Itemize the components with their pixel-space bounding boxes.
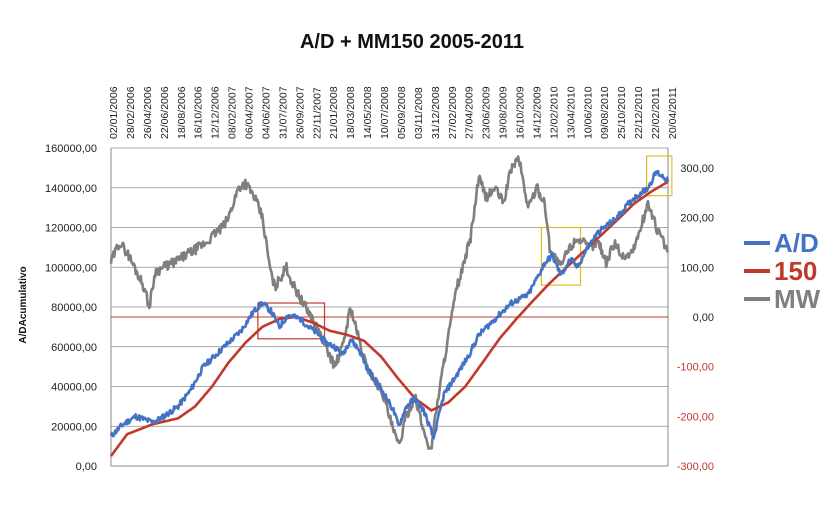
x-tick-label: 03/11/2008 bbox=[413, 87, 425, 139]
x-tick-label: 12/02/2010 bbox=[548, 86, 560, 139]
x-axis: 02/01/2006 28/02/2006 26/04/2006 22/06/2006… bbox=[108, 86, 679, 139]
plot-series bbox=[109, 155, 670, 457]
y2-tick-label: -100,00 bbox=[677, 362, 714, 374]
y2-tick-label: -200,00 bbox=[677, 411, 714, 423]
y-tick-label: 80000,00 bbox=[51, 302, 97, 314]
y-tick-label: 160000,00 bbox=[45, 143, 97, 155]
x-tick-label: 26/04/2006 bbox=[142, 86, 154, 139]
x-tick-label: 27/02/2009 bbox=[447, 86, 459, 139]
right-axis: -300,00 -200,00 -100,00 0,00 100,00 200,00 300… bbox=[677, 163, 714, 473]
y2-tick-label: 100,00 bbox=[680, 262, 714, 274]
x-tick-label: 28/02/2006 bbox=[125, 86, 137, 139]
x-tick-label: 26/09/2007 bbox=[294, 86, 306, 139]
x-tick-label: 14/05/2008 bbox=[362, 86, 374, 139]
legend-label: A/D bbox=[774, 228, 819, 258]
x-tick-label: 14/12/2009 bbox=[532, 86, 544, 139]
x-tick-label: 16/10/2006 bbox=[193, 86, 205, 139]
x-tick-label: 16/10/2009 bbox=[515, 86, 527, 139]
x-tick-label: 19/08/2009 bbox=[498, 86, 510, 139]
x-tick-label: 05/09/2008 bbox=[396, 86, 408, 139]
x-tick-label: 27/04/2009 bbox=[464, 86, 476, 139]
y-axis-label: A/DAcumulativo bbox=[18, 266, 29, 343]
x-tick-label: 21/01/2008 bbox=[328, 86, 340, 139]
x-tick-label: 10/07/2008 bbox=[379, 86, 391, 139]
y-tick-label: 0,00 bbox=[76, 461, 97, 473]
y-tick-label: 60000,00 bbox=[51, 342, 97, 354]
x-tick-label: 23/06/2009 bbox=[481, 86, 493, 139]
x-tick-label: 06/04/2007 bbox=[244, 86, 256, 139]
y-tick-label: 40000,00 bbox=[51, 382, 97, 394]
x-tick-label: 22/11/2007 bbox=[311, 87, 323, 139]
y-tick-label: 120000,00 bbox=[45, 223, 97, 235]
x-tick-label: 18/03/2008 bbox=[345, 86, 357, 139]
x-tick-label: 12/12/2006 bbox=[210, 86, 222, 139]
x-tick-label: 31/07/2007 bbox=[277, 86, 289, 139]
series-line-mw bbox=[109, 155, 670, 450]
x-tick-label: 31/12/2008 bbox=[430, 86, 442, 139]
highlight-boxes bbox=[257, 155, 673, 340]
y2-tick-label: 200,00 bbox=[680, 213, 714, 225]
x-tick-label: 22/02/2011 bbox=[650, 87, 662, 139]
highlight-box bbox=[540, 226, 582, 286]
x-tick-label: 25/10/2010 bbox=[616, 86, 628, 139]
legend-label: MW bbox=[774, 284, 821, 314]
x-tick-label: 02/01/2006 bbox=[108, 86, 120, 139]
x-tick-label: 22/06/2006 bbox=[159, 86, 171, 139]
x-tick-label: 13/04/2010 bbox=[565, 86, 577, 139]
y-tick-label: 20000,00 bbox=[51, 421, 97, 433]
x-tick-label: 08/02/2007 bbox=[227, 86, 239, 139]
x-tick-label: 09/08/2010 bbox=[599, 86, 611, 139]
series-line-150 bbox=[109, 180, 669, 457]
y2-tick-label: 300,00 bbox=[680, 163, 714, 175]
y-tick-label: 100000,00 bbox=[45, 262, 97, 274]
y2-tick-label: 0,00 bbox=[693, 312, 714, 324]
plot-gridlines bbox=[110, 147, 669, 467]
x-tick-label: 20/04/2011 bbox=[667, 87, 679, 139]
x-tick-label: 18/08/2006 bbox=[176, 86, 188, 139]
highlight-box bbox=[257, 302, 326, 340]
y-tick-label: 140000,00 bbox=[45, 183, 97, 195]
series-line-ad bbox=[109, 169, 670, 440]
chart-title: A/D + MM150 2005-2011 bbox=[300, 31, 524, 53]
x-tick-label: 04/06/2007 bbox=[261, 86, 273, 139]
left-axis: 0,00 20000,00 40000,00 60000,00 80000,00 1000… bbox=[45, 143, 97, 473]
highlight-box bbox=[646, 155, 673, 197]
x-tick-label: 22/12/2010 bbox=[633, 86, 645, 139]
y2-tick-label: -300,00 bbox=[677, 461, 714, 473]
legend-label: 150 bbox=[774, 256, 817, 286]
x-tick-label: 10/06/2010 bbox=[582, 86, 594, 139]
